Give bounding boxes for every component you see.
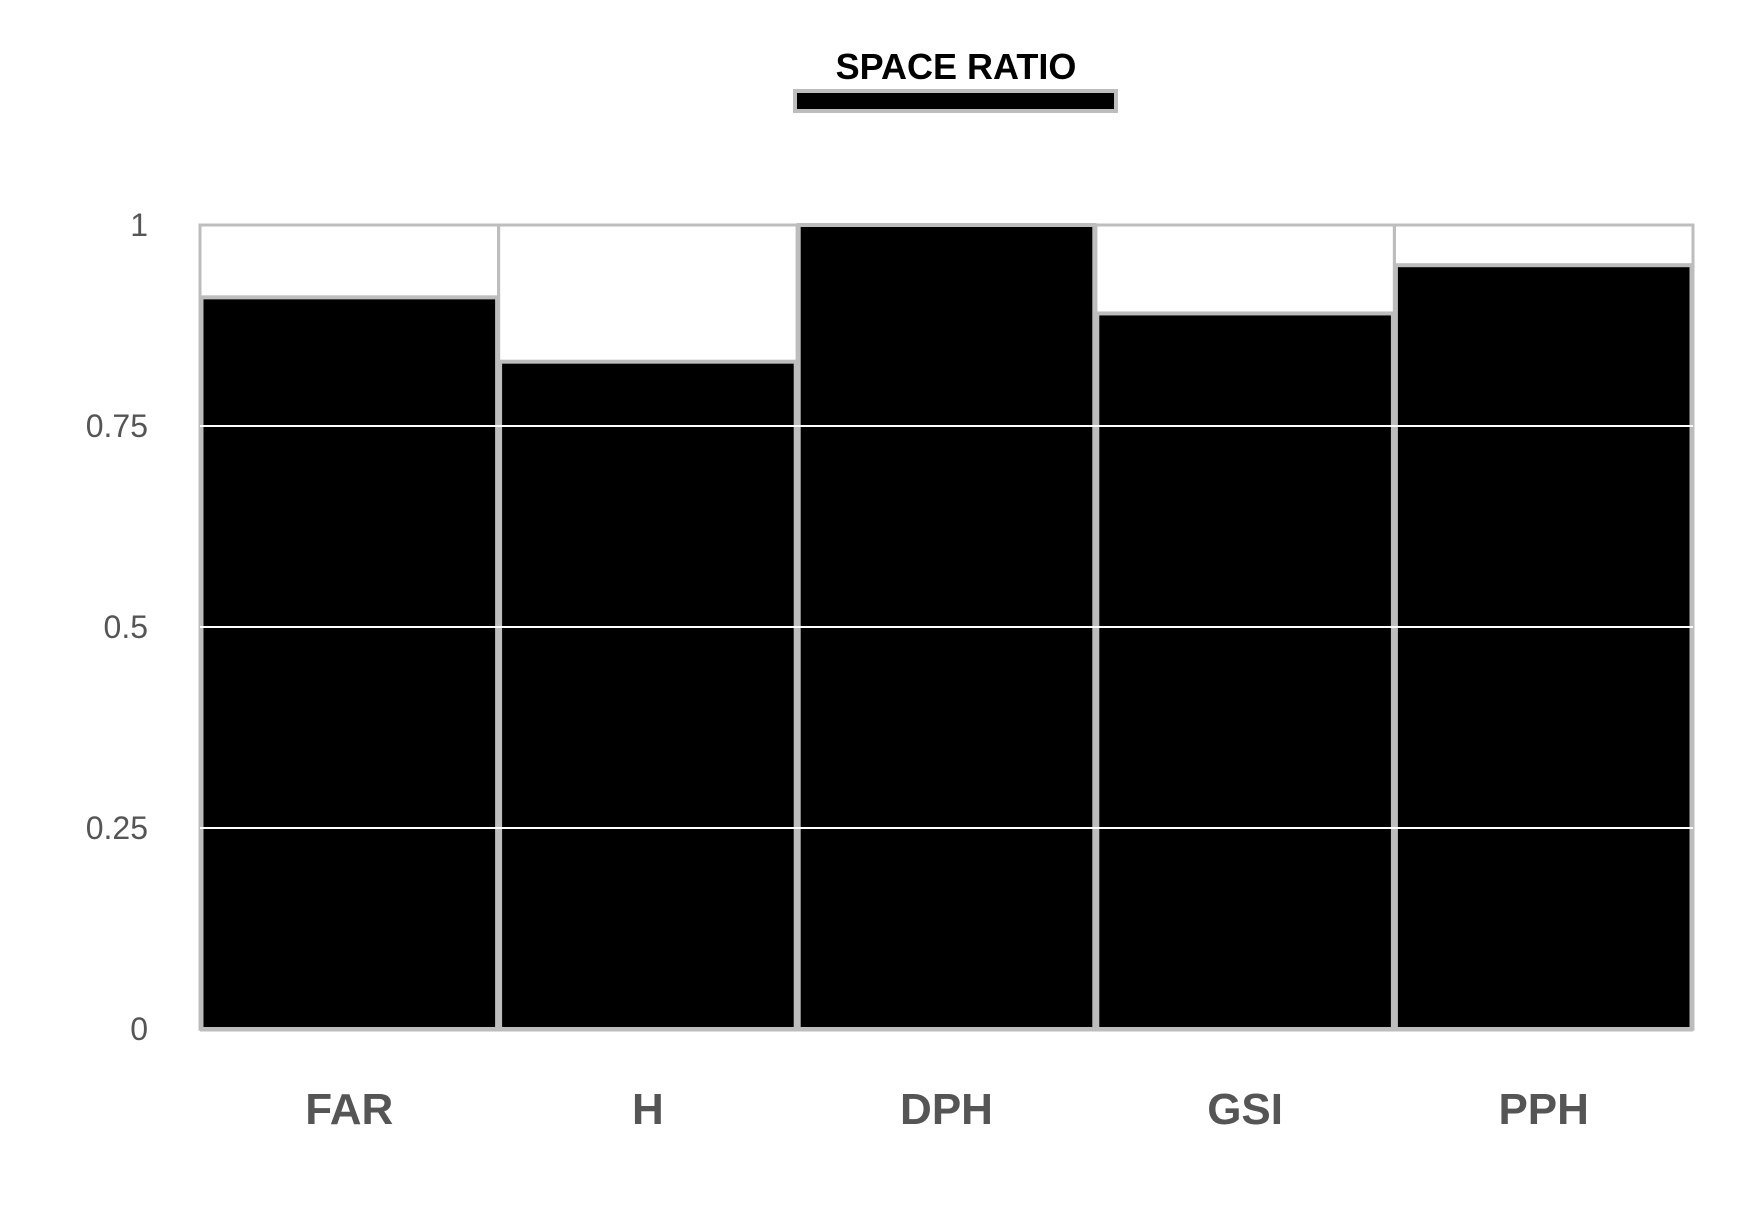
y-tick-label: 0.25 <box>86 810 148 846</box>
x-tick-label: GSI <box>1207 1085 1283 1134</box>
x-tick-label: PPH <box>1498 1085 1588 1134</box>
x-axis: FAR H DPH GSI PPH <box>305 1085 1589 1134</box>
x-tick-label: DPH <box>900 1085 993 1134</box>
y-tick-label: 0.5 <box>104 609 148 645</box>
bar-far <box>199 295 500 1031</box>
x-tick-label: H <box>632 1085 664 1134</box>
bar-h <box>498 359 798 1031</box>
x-tick-label: FAR <box>305 1085 393 1134</box>
legend-swatch <box>793 89 1118 113</box>
y-tick-label: 1 <box>130 207 148 243</box>
y-tick-label: 0 <box>130 1011 148 1047</box>
y-axis: 0 0.25 0.5 0.75 1 <box>86 207 148 1047</box>
y-tick-label: 0.75 <box>86 408 148 444</box>
bar-gsi <box>1095 311 1395 1031</box>
legend-label: SPACE RATIO <box>836 46 1077 87</box>
bar-pph <box>1393 263 1694 1031</box>
legend: SPACE RATIO <box>793 46 1118 113</box>
gridlines <box>200 425 1693 1032</box>
